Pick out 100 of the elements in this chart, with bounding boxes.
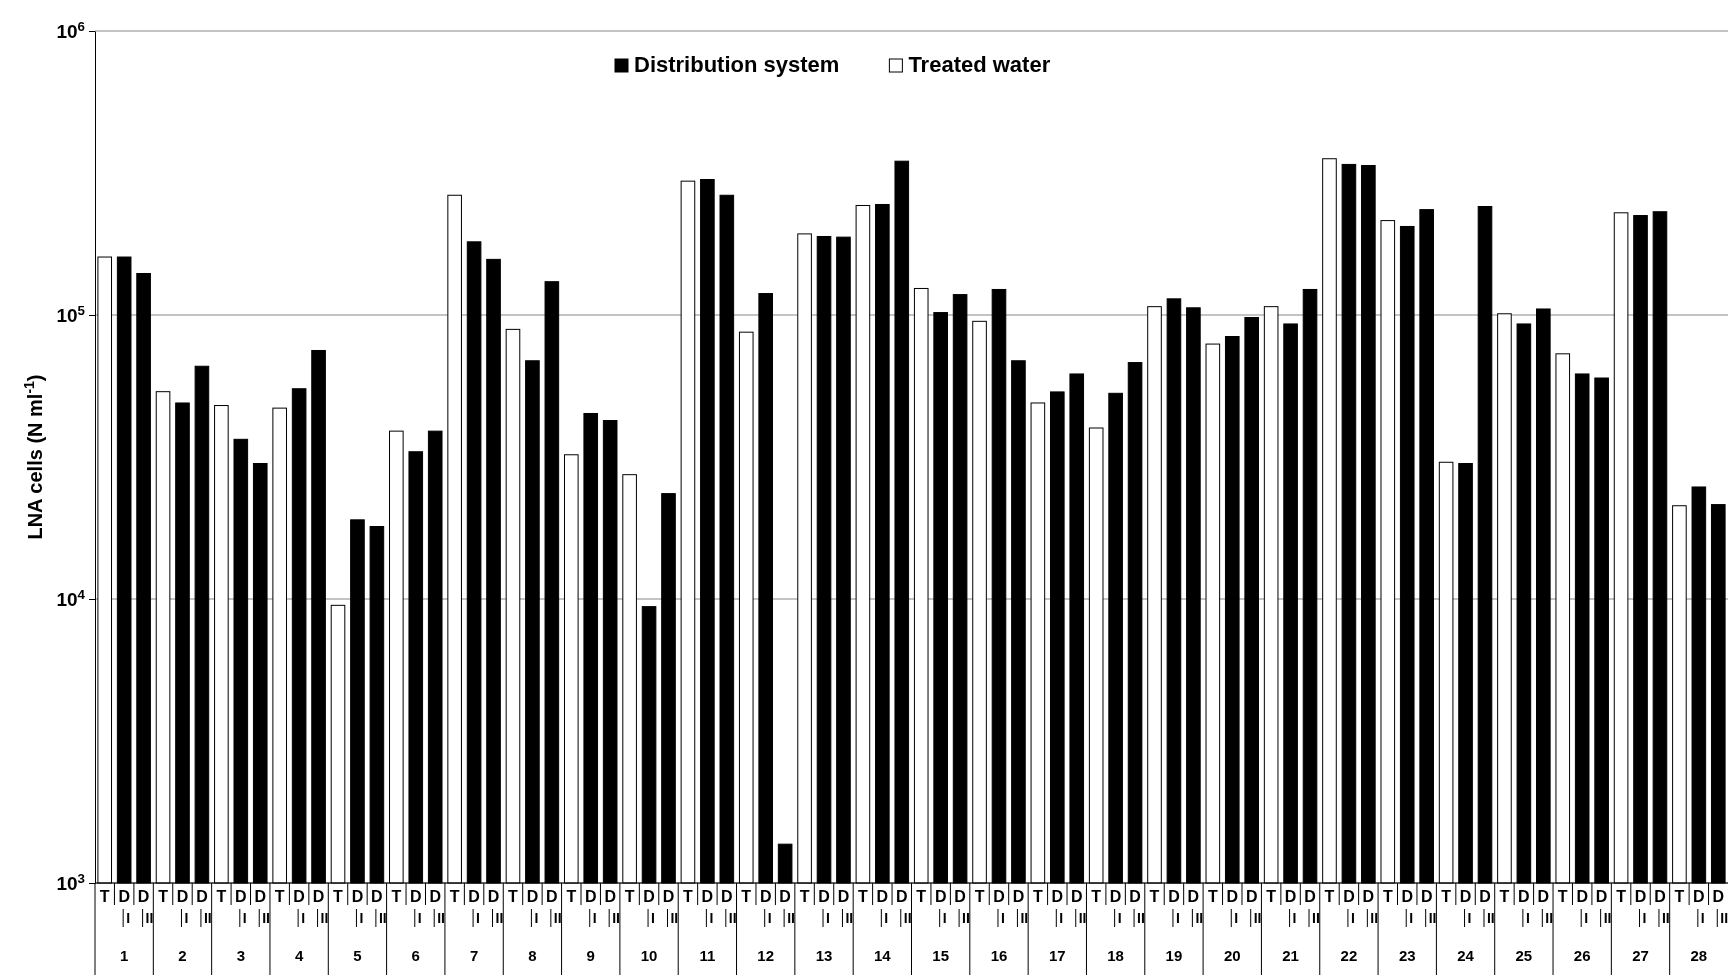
text: 22 — [1340, 947, 1358, 964]
text: 8 — [528, 947, 537, 964]
x-tick-label: T — [1266, 888, 1277, 905]
x-tick-label: T — [1557, 888, 1568, 905]
x-tick-label: D I — [1284, 888, 1297, 926]
x-tick-label: D II — [429, 888, 445, 926]
x-tick-label: D II — [896, 888, 912, 926]
x-tick-label: D II — [371, 888, 387, 926]
x-tick-label: D I — [1634, 888, 1647, 926]
x-tick-label: T — [741, 888, 752, 905]
text: 16 — [990, 947, 1008, 964]
x-tick-label: T — [391, 888, 402, 905]
x-tick-label: D II — [1245, 888, 1262, 926]
x-tick-label: D II — [1129, 888, 1145, 926]
x-tick-label: D II — [1537, 888, 1554, 926]
x-tick-label: D II — [721, 888, 737, 926]
x-tick-label: T — [1032, 888, 1043, 905]
text: 24 — [1457, 947, 1475, 964]
x-tick-label: D I — [1051, 888, 1064, 926]
x-tick-label: D I — [1226, 888, 1239, 926]
x-tick-label: D I — [1459, 888, 1472, 926]
text: 7 — [469, 947, 479, 964]
text: 21 — [1282, 947, 1299, 964]
x-tick-label: D I — [993, 888, 1005, 926]
text: 2 — [178, 947, 187, 964]
x-tick-label: D II — [1712, 888, 1729, 926]
text: 25 — [1515, 947, 1533, 964]
text: 19 — [1165, 947, 1183, 964]
y-tick-label: 10$^{4}$ — [56, 586, 86, 611]
text: 17 — [1048, 947, 1066, 964]
x-tick-label: D II — [662, 888, 679, 926]
text: 4 — [294, 947, 304, 964]
x-tick-label: T — [1149, 888, 1160, 905]
y-tick-label: 10$^{3}$ — [56, 870, 85, 895]
x-tick-label: D II — [1362, 888, 1379, 926]
x-tick-label: T — [1207, 888, 1218, 905]
x-tick-label: D I — [1576, 888, 1589, 926]
text: 12 — [757, 947, 775, 964]
x-tick-label: D II — [254, 888, 271, 926]
x-tick-label: D II — [779, 888, 795, 926]
x-tick-label: D II — [196, 888, 212, 926]
x-tick-label: T — [158, 888, 169, 905]
x-tick-label: D I — [876, 888, 889, 926]
x-tick-label: D I — [759, 888, 772, 926]
x-tick-label: D I — [1401, 888, 1414, 926]
x-tick-label: T — [858, 888, 869, 905]
text: 6 — [411, 947, 420, 964]
x-tick-label: D II — [1304, 888, 1320, 926]
x-tick-label: D I — [468, 888, 480, 926]
x-tick-label: T — [1674, 888, 1685, 905]
x-tick-label: T — [1324, 888, 1335, 905]
x-tick-label: D II — [137, 888, 154, 926]
x-tick-label: D II — [1187, 888, 1204, 926]
text: 15 — [932, 947, 949, 964]
x-tick-label: T — [333, 888, 344, 905]
text: 14 — [874, 947, 892, 964]
x-tick-label: D I — [1693, 888, 1705, 926]
x-tick-label: D I — [526, 888, 539, 926]
x-tick-label: D II — [604, 888, 620, 926]
text: 3 — [236, 947, 245, 964]
text: 28 — [1690, 947, 1708, 964]
x-tick-label: T — [624, 888, 635, 905]
y-tick-label: 10$^{6}$ — [56, 18, 85, 43]
text: 18 — [1107, 947, 1124, 964]
x-tick-label: D II — [1654, 888, 1670, 926]
x-tick-label: D I — [176, 888, 189, 926]
x-tick-label: D I — [235, 888, 247, 926]
x-tick-label: T — [1499, 888, 1510, 905]
x-tick-label: D I — [584, 888, 597, 926]
legend-label: Distribution system — [634, 52, 840, 77]
x-tick-label: D I — [818, 888, 830, 926]
text: 11 — [699, 947, 716, 964]
x-tick-label: T — [508, 888, 519, 905]
x-tick-label: T — [566, 888, 577, 905]
x-tick-label: D II — [837, 888, 854, 926]
x-tick-label: T — [916, 888, 927, 905]
x-tick-label: T — [1382, 888, 1393, 905]
x-tick-label: D I — [293, 888, 306, 926]
x-tick-label: D I — [1168, 888, 1180, 926]
text: 20 — [1223, 947, 1241, 964]
x-tick-label: T — [683, 888, 694, 905]
x-tick-label: D II — [1070, 888, 1087, 926]
x-tick-label: D II — [1479, 888, 1495, 926]
y-tick-label: 10$^{5}$ — [56, 302, 86, 327]
x-tick-label: T — [974, 888, 985, 905]
text: 9 — [586, 947, 595, 964]
x-tick-label: D I — [118, 888, 131, 926]
x-tick-label: T — [216, 888, 227, 905]
legend-label: Treated water — [908, 52, 1051, 77]
text: 5 — [353, 947, 362, 964]
x-tick-label: D II — [487, 888, 504, 926]
x-tick-label: T — [274, 888, 285, 905]
x-tick-label: T — [449, 888, 460, 905]
text: 10 — [640, 947, 658, 964]
x-tick-label: D II — [1012, 888, 1029, 926]
text: 26 — [1573, 947, 1591, 964]
x-tick-label: D I — [701, 888, 714, 926]
text: 27 — [1632, 947, 1649, 964]
x-tick-label: T — [799, 888, 810, 905]
x-tick-label: D I — [643, 888, 655, 926]
